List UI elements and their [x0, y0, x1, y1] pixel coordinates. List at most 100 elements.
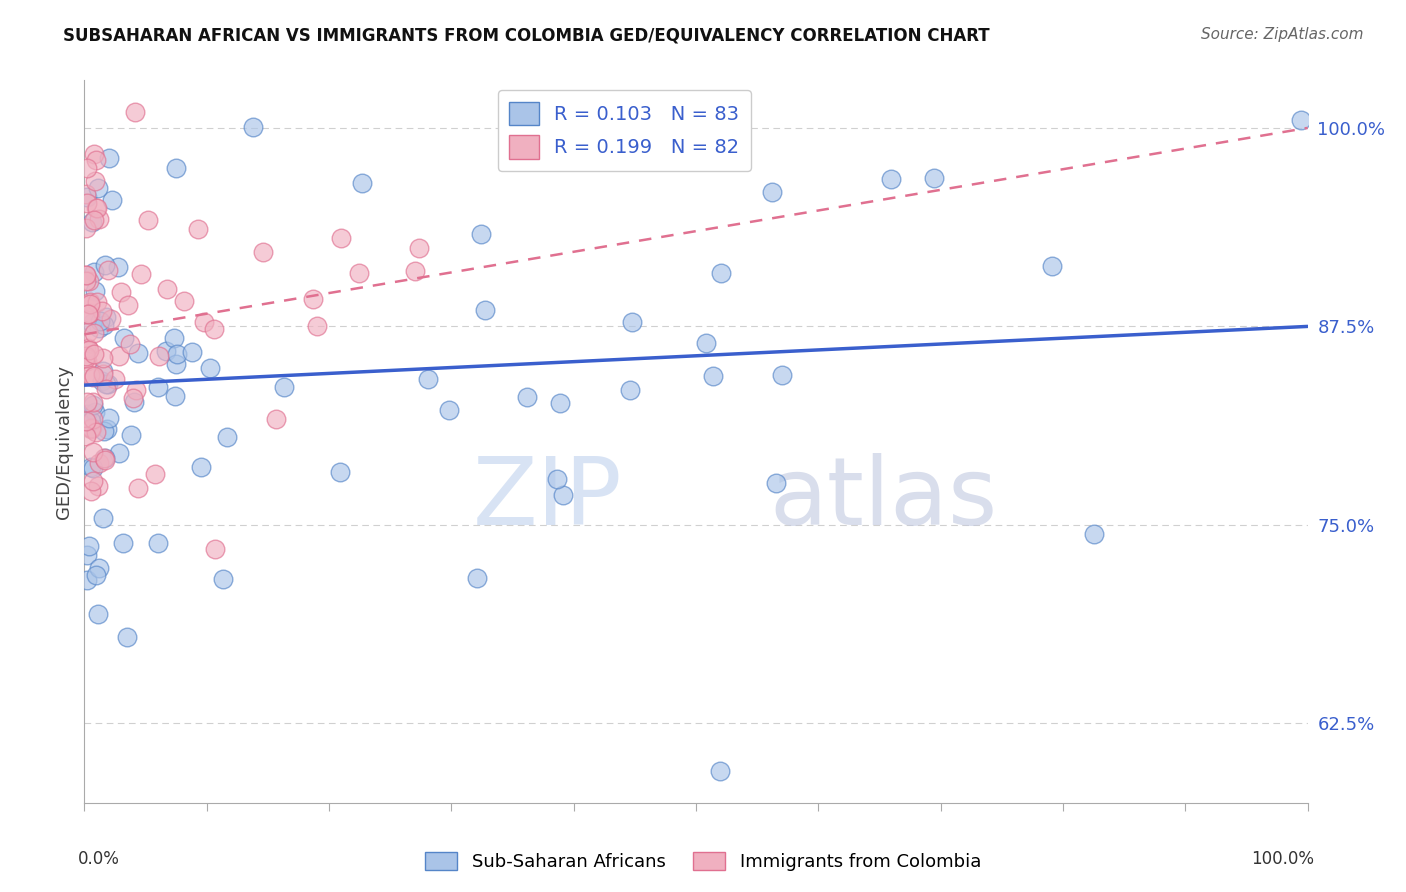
Point [204, 322, 226, 336]
Point [82, 445, 104, 459]
Point [163, 388, 186, 402]
Point [120, 427, 142, 442]
Point [80, 414, 103, 428]
Point [80, 460, 103, 475]
Y-axis label: GED/Equivalency: GED/Equivalency [55, 365, 73, 518]
Point [122, 392, 145, 406]
Point [82, 411, 104, 425]
Point [765, 476, 787, 491]
Point [761, 186, 783, 200]
Point [264, 412, 287, 426]
Point [75, 187, 97, 202]
Point [101, 194, 124, 208]
Point [465, 571, 488, 585]
Point [83, 146, 105, 161]
Point [96, 382, 118, 396]
Point [97, 263, 120, 277]
Point [75, 268, 97, 282]
Point [120, 337, 142, 351]
Point [76, 573, 98, 587]
Point [79, 296, 101, 310]
Point [146, 536, 169, 550]
Point [215, 430, 238, 444]
Point [93, 424, 115, 438]
Text: ZIP: ZIP [472, 453, 623, 545]
Point [242, 120, 264, 135]
Point [79, 368, 101, 382]
Point [76, 307, 98, 321]
Point [91, 351, 114, 365]
Point [330, 231, 353, 245]
Point [75, 414, 97, 428]
Point [190, 460, 212, 475]
Point [437, 403, 460, 417]
Point [146, 380, 169, 394]
Point [124, 105, 146, 120]
Text: SUBSAHARAN AFRICAN VS IMMIGRANTS FROM COLOMBIA GED/EQUIVALENCY CORRELATION CHART: SUBSAHARAN AFRICAN VS IMMIGRANTS FROM CO… [63, 27, 990, 45]
Point [129, 267, 152, 281]
Point [96, 422, 118, 436]
Point [163, 331, 186, 345]
Point [108, 349, 131, 363]
Point [76, 353, 98, 368]
Point [166, 347, 188, 361]
Point [165, 161, 187, 176]
Point [77, 308, 100, 322]
Point [75, 349, 97, 363]
Point [87, 321, 110, 335]
Text: Source: ZipAtlas.com: Source: ZipAtlas.com [1201, 27, 1364, 42]
Point [173, 293, 195, 308]
Point [77, 539, 100, 553]
Point [143, 467, 166, 481]
Point [97, 152, 120, 166]
Point [86, 294, 108, 309]
Point [80, 421, 103, 435]
Point [83, 264, 105, 278]
Point [82, 395, 104, 409]
Point [1040, 259, 1063, 273]
Point [273, 379, 295, 393]
Point [91, 367, 114, 381]
Point [87, 212, 110, 227]
Point [91, 304, 114, 318]
Point [117, 298, 139, 312]
Point [76, 407, 98, 421]
Point [75, 268, 97, 282]
Point [100, 312, 122, 326]
Point [347, 266, 370, 280]
Point [551, 488, 574, 502]
Point [122, 394, 145, 409]
Point [75, 221, 97, 235]
Point [76, 161, 98, 176]
Point [548, 396, 571, 410]
Point [198, 360, 221, 375]
Point [91, 511, 114, 525]
Point [77, 326, 100, 340]
Point [94, 450, 117, 465]
Text: 0.0%: 0.0% [79, 850, 120, 868]
Point [76, 190, 98, 204]
Point [80, 422, 103, 436]
Point [619, 384, 641, 398]
Point [77, 343, 100, 358]
Point [97, 376, 120, 391]
Point [76, 429, 98, 443]
Point [98, 411, 121, 425]
Point [76, 341, 98, 355]
Point [93, 318, 115, 332]
Point [94, 310, 117, 325]
Point [80, 316, 103, 330]
Point [83, 213, 105, 227]
Point [148, 349, 170, 363]
Point [79, 295, 101, 310]
Point [84, 153, 107, 167]
Point [75, 351, 97, 365]
Point [702, 369, 724, 384]
Point [82, 461, 104, 475]
Point [94, 377, 117, 392]
Point [91, 374, 114, 388]
Point [110, 285, 132, 300]
Point [252, 245, 274, 260]
Point [87, 456, 110, 470]
Point [87, 607, 110, 621]
